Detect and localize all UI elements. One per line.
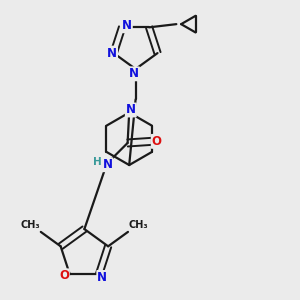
Text: N: N (97, 271, 107, 284)
Text: CH₃: CH₃ (129, 220, 148, 230)
Text: O: O (59, 269, 69, 282)
Text: N: N (102, 158, 112, 171)
Text: N: N (129, 67, 139, 80)
Text: CH₃: CH₃ (20, 220, 40, 230)
Text: O: O (152, 135, 162, 148)
Text: N: N (107, 46, 117, 60)
Text: H: H (94, 157, 102, 167)
Text: N: N (126, 103, 136, 116)
Text: N: N (122, 19, 132, 32)
